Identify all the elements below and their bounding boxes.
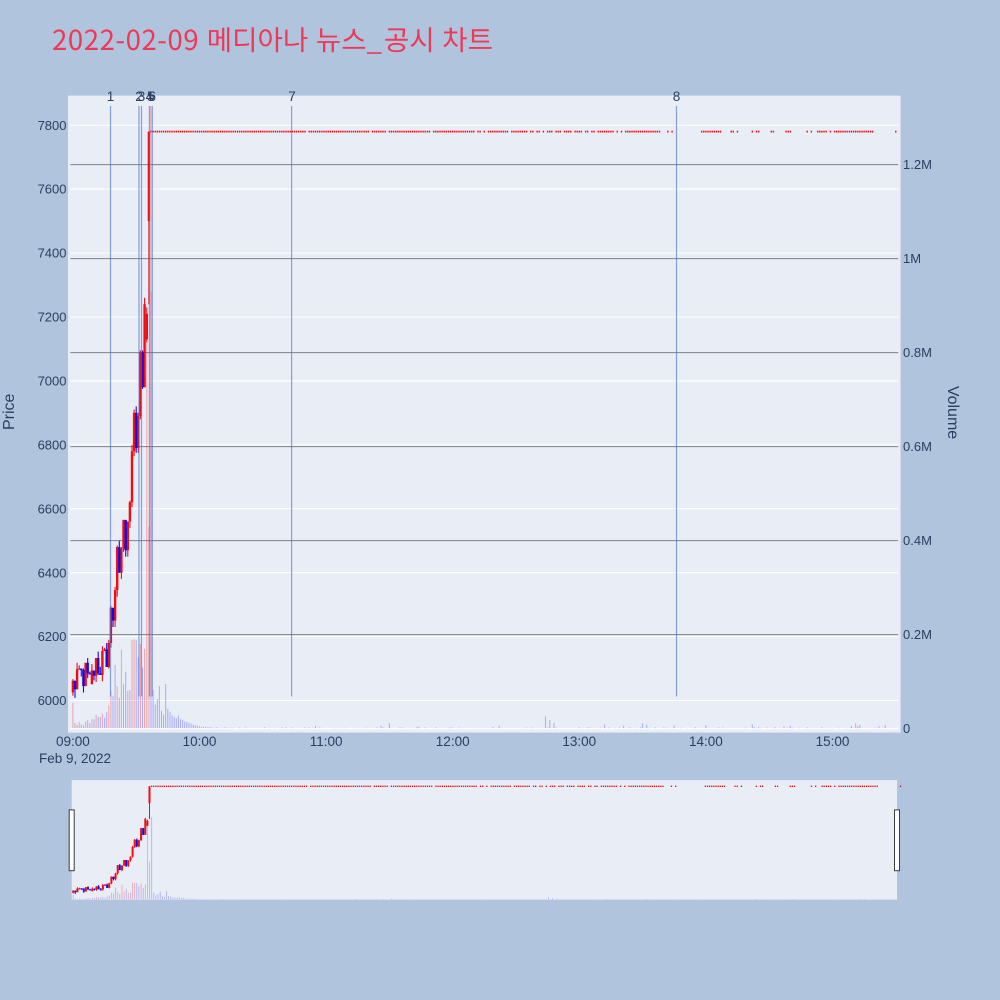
svg-text:Price: Price — [1, 393, 18, 430]
svg-text:6000: 6000 — [38, 693, 67, 708]
svg-text:6800: 6800 — [38, 437, 67, 452]
svg-text:12:00: 12:00 — [436, 734, 470, 749]
svg-text:Volume: Volume — [944, 386, 961, 439]
svg-text:7000: 7000 — [38, 374, 67, 389]
svg-text:0.8M: 0.8M — [903, 345, 932, 360]
svg-text:13:00: 13:00 — [562, 734, 596, 749]
svg-text:7800: 7800 — [38, 118, 67, 133]
svg-text:7600: 7600 — [38, 182, 67, 197]
svg-text:6400: 6400 — [38, 565, 67, 580]
svg-text:6: 6 — [149, 89, 157, 104]
svg-text:5: 5 — [147, 89, 155, 104]
svg-text:0.6M: 0.6M — [903, 439, 932, 454]
svg-text:8: 8 — [673, 89, 681, 104]
svg-text:7400: 7400 — [38, 246, 67, 261]
svg-text:6200: 6200 — [38, 629, 67, 644]
svg-text:15:00: 15:00 — [816, 734, 850, 749]
svg-text:2: 2 — [135, 89, 143, 104]
svg-text:1.2M: 1.2M — [903, 157, 932, 172]
svg-text:0: 0 — [903, 721, 910, 736]
svg-text:7200: 7200 — [38, 310, 67, 325]
svg-text:14:00: 14:00 — [689, 734, 723, 749]
svg-text:3: 3 — [138, 89, 146, 104]
svg-text:09:00: 09:00 — [56, 734, 90, 749]
svg-text:4: 4 — [146, 89, 154, 104]
svg-text:1: 1 — [107, 89, 115, 104]
svg-text:Feb 9, 2022: Feb 9, 2022 — [39, 751, 111, 766]
svg-text:0.4M: 0.4M — [903, 533, 932, 548]
svg-text:1M: 1M — [903, 251, 921, 266]
svg-text:0.2M: 0.2M — [903, 627, 932, 642]
svg-text:10:00: 10:00 — [183, 734, 217, 749]
svg-text:11:00: 11:00 — [310, 734, 343, 749]
svg-text:7: 7 — [288, 89, 296, 104]
svg-text:6600: 6600 — [38, 501, 67, 516]
